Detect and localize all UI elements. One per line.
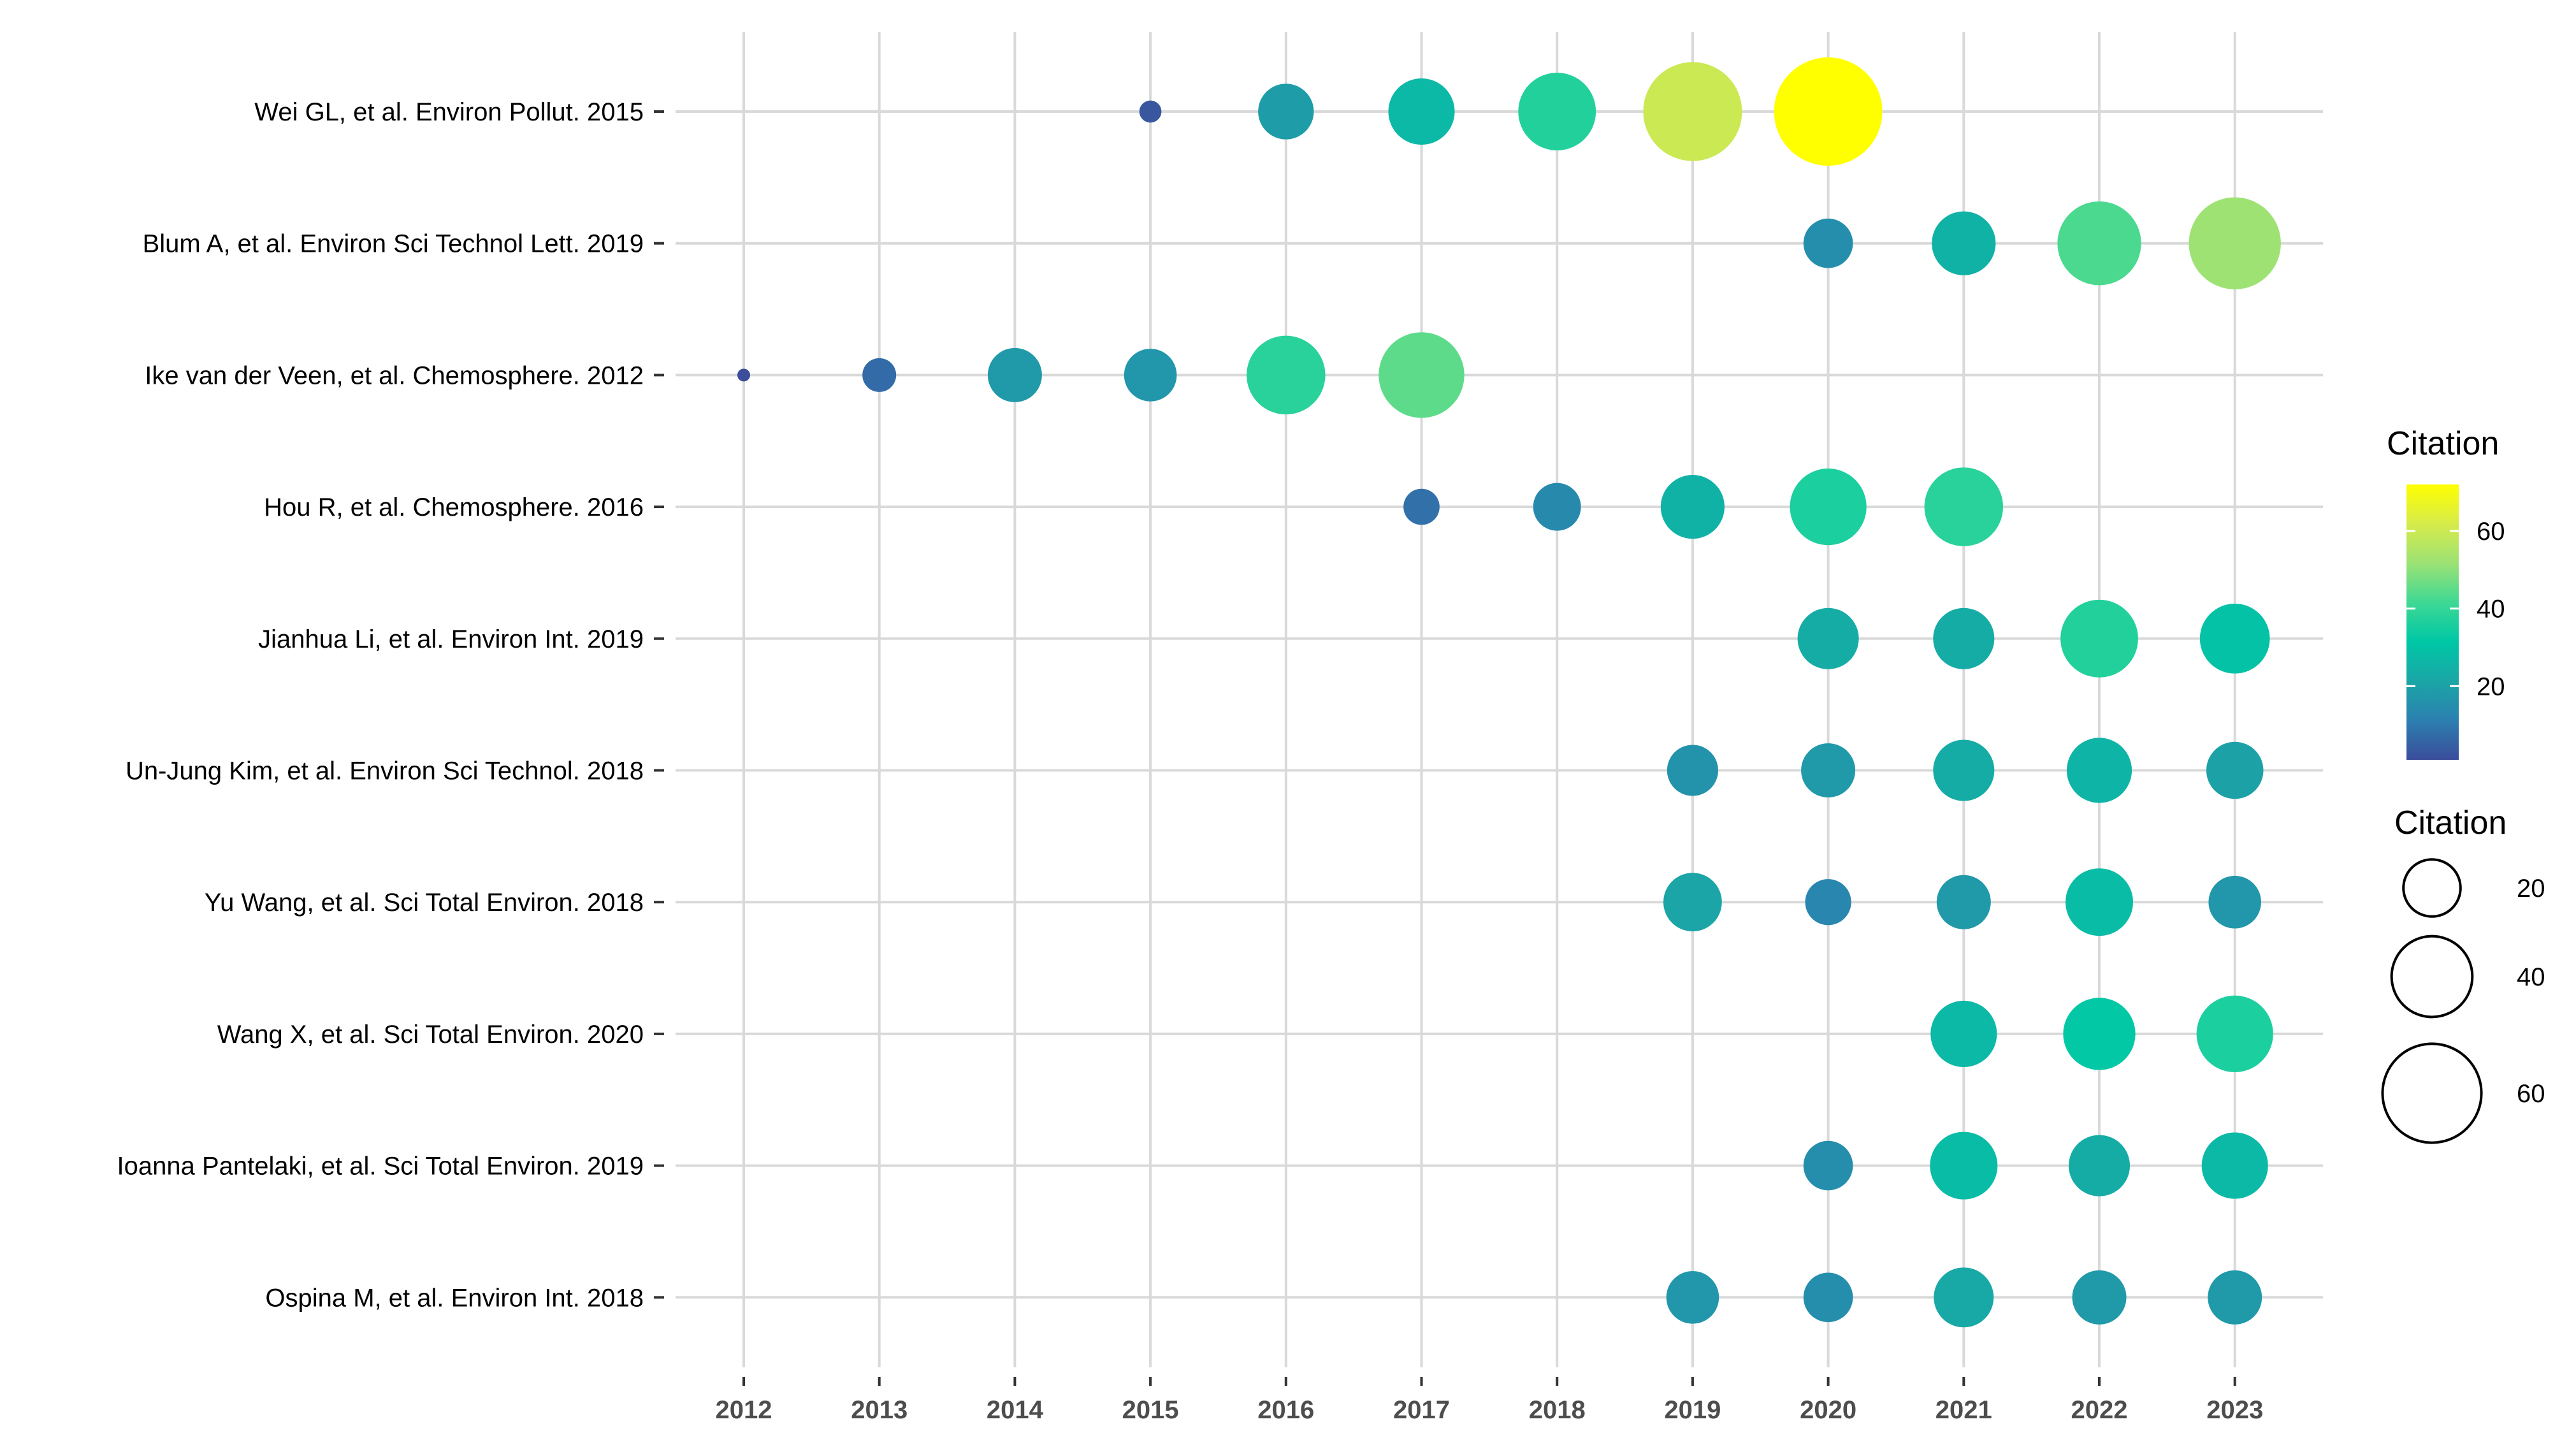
bubble-point — [2208, 875, 2261, 929]
bubble-point — [1933, 607, 1995, 669]
bubble-points — [737, 57, 2281, 1328]
x-tick-label: 2022 — [2071, 1396, 2128, 1424]
x-tick-label: 2013 — [851, 1396, 908, 1424]
x-axis-labels: 2012 2013 2014 2015 2016 2017 2018 2019 2020 2021… — [716, 1396, 2264, 1424]
bubble-point — [2189, 197, 2281, 289]
colorbar-tick-label: 40 — [2477, 595, 2505, 623]
bubble-point — [2057, 201, 2141, 286]
bubble-point — [1643, 62, 1742, 161]
y-tick-label: Blum A, et al. Environ Sci Technol Lett.… — [143, 230, 644, 258]
bubble-point — [1801, 743, 1856, 797]
x-tick-label: 2017 — [1393, 1396, 1450, 1424]
bubble-point — [1247, 335, 1326, 415]
x-tick-label: 2023 — [2206, 1396, 2263, 1424]
bubble-point — [1388, 78, 1455, 145]
bubble-point — [2206, 741, 2264, 799]
size-legend-title: Citation — [2394, 804, 2507, 841]
bubble-point — [1667, 745, 1718, 796]
size-legend-label: 20 — [2517, 875, 2545, 903]
bubble-point — [987, 347, 1042, 402]
bubble-point — [2063, 998, 2136, 1070]
y-tick-label: Wang X, et al. Sci Total Environ. 2020 — [217, 1021, 644, 1049]
colorbar-tick-label: 20 — [2477, 673, 2505, 701]
bubble-point — [2066, 738, 2132, 803]
colorbar — [2406, 484, 2459, 760]
bubble-point — [1666, 1271, 1719, 1324]
x-tick-label: 2016 — [1257, 1396, 1314, 1424]
x-tick-label: 2014 — [987, 1396, 1044, 1424]
bubble-point — [1933, 739, 1995, 801]
y-tick-label: Wei GL, et al. Environ Pollut. 2015 — [254, 98, 644, 126]
x-tick-label: 2012 — [716, 1396, 772, 1424]
bubble-point — [1124, 349, 1177, 402]
y-axis-labels: Wei GL, et al. Environ Pollut. 2015 Blum … — [117, 98, 644, 1312]
bubble-point — [862, 358, 897, 392]
colorbar-tick-label: 60 — [2477, 518, 2505, 546]
bubble-point — [1790, 469, 1867, 546]
bubble-point — [1258, 84, 1314, 140]
bubble-point — [1936, 875, 1991, 929]
bubble-point — [1774, 57, 1883, 166]
bubble-point — [1663, 873, 1722, 932]
bubble-point — [1518, 73, 1596, 150]
bubble-point — [1924, 467, 2004, 546]
bubble-point — [1803, 1140, 1853, 1191]
bubble-point — [1934, 1267, 1994, 1328]
bubble-point — [1932, 211, 1996, 275]
size-legend-label: 60 — [2517, 1080, 2545, 1108]
bubble-point — [2068, 1135, 2131, 1196]
size-legend: Citation 20 40 60 — [2381, 804, 2545, 1144]
bubble-point — [2199, 603, 2270, 674]
y-tick-label: Ioanna Pantelaki, et al. Sci Total Envir… — [117, 1153, 644, 1181]
bubble-point — [1660, 475, 1725, 539]
y-tick-label: Un-Jung Kim, et al. Environ Sci Technol.… — [126, 757, 644, 785]
bubble-point — [1803, 1272, 1853, 1323]
x-tick-label: 2021 — [1936, 1396, 1992, 1424]
x-tick-label: 2018 — [1529, 1396, 1586, 1424]
bubble-point — [2208, 1270, 2262, 1325]
x-tick-label: 2015 — [1122, 1396, 1179, 1424]
bubble-point — [2201, 1132, 2268, 1199]
bubble-point — [1533, 483, 1581, 531]
bubble-point — [2196, 995, 2273, 1072]
size-legend-label: 40 — [2517, 963, 2545, 991]
axis-ticks — [654, 110, 2236, 1386]
x-tick-label: 2020 — [1800, 1396, 1856, 1424]
color-legend-title: Citation — [2387, 425, 2499, 462]
bubble-point — [1378, 332, 1465, 418]
bubble-point — [1805, 879, 1851, 926]
bubble-point — [1797, 607, 1859, 669]
bubble-point — [2066, 868, 2133, 936]
x-tick-label: 2019 — [1664, 1396, 1721, 1424]
color-legend: Citation 20 40 60 — [2387, 425, 2505, 760]
size-legend-circle — [2390, 935, 2474, 1019]
bubble-point — [1139, 100, 1162, 123]
size-legend-circle — [2381, 1042, 2483, 1144]
bubble-point — [2060, 599, 2138, 678]
bubble-point — [1930, 1000, 1997, 1067]
y-tick-label: Ike van der Veen, et al. Chemosphere. 20… — [145, 361, 644, 389]
bubble-point — [737, 368, 751, 382]
bubble-point — [1803, 218, 1853, 268]
bubble-point — [1403, 488, 1440, 525]
y-tick-label: Jianhua Li, et al. Environ Int. 2019 — [258, 625, 644, 653]
bubble-point — [1930, 1131, 1998, 1200]
y-tick-label: Ospina M, et al. Environ Int. 2018 — [265, 1284, 644, 1312]
size-legend-circle — [2402, 858, 2462, 918]
y-tick-label: Yu Wang, et al. Sci Total Environ. 2018 — [205, 889, 644, 917]
bubble-point — [2072, 1270, 2127, 1325]
y-tick-label: Hou R, et al. Chemosphere. 2016 — [264, 493, 644, 521]
